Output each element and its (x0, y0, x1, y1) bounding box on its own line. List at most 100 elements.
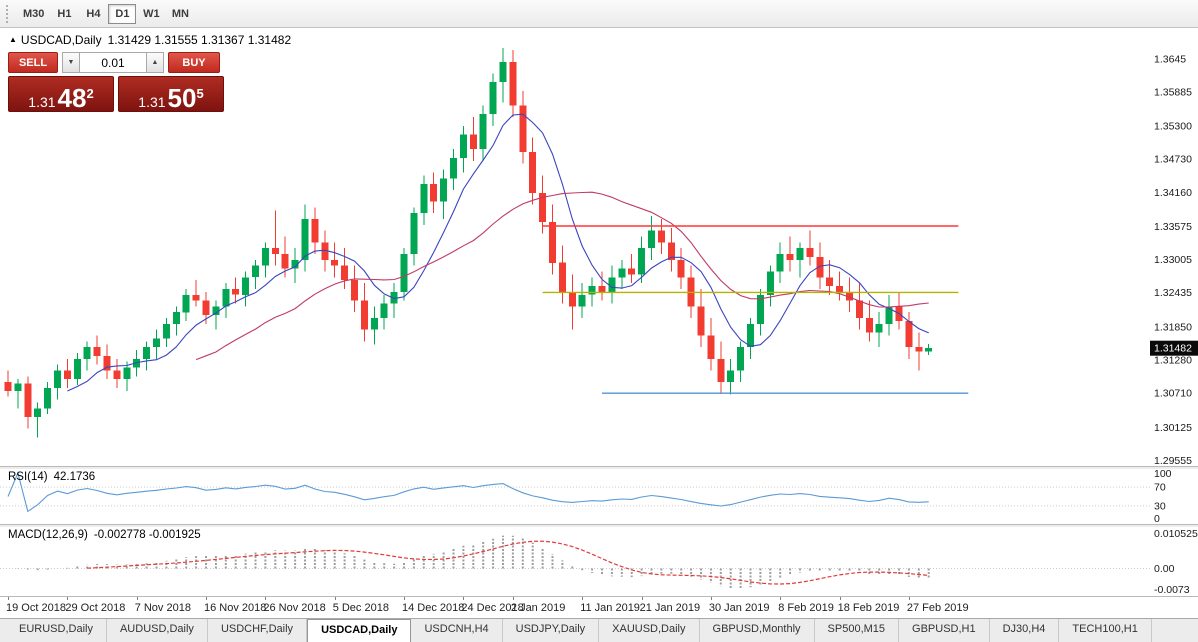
candle (568, 291, 576, 307)
date-label: 27 Feb 2019 (906, 602, 969, 614)
panel-splitter[interactable] (0, 524, 1198, 527)
bid-price-prefix: 1.31 (28, 94, 56, 110)
chart-tab-gbpusd-h1[interactable]: GBPUSD,H1 (899, 619, 990, 642)
chart-tab-eurusd-daily[interactable]: EURUSD,Daily (6, 619, 107, 642)
candle (63, 370, 71, 380)
candle (588, 286, 596, 295)
candle (796, 248, 804, 260)
volume-input[interactable] (80, 52, 146, 73)
candle (301, 219, 309, 260)
candle (756, 294, 764, 324)
date-label: 11 Jan 2019 (580, 602, 640, 614)
candle (222, 288, 230, 307)
candle (549, 222, 556, 263)
date-tick (839, 597, 841, 600)
candle (420, 184, 428, 214)
buy-button[interactable]: BUY (168, 52, 220, 73)
chart-ohlc-values: 1.31429 1.31555 1.31367 1.31482 (107, 33, 292, 47)
candle (727, 370, 735, 383)
panel-splitter[interactable] (0, 466, 1198, 469)
chart-tab-usdchf-daily[interactable]: USDCHF,Daily (208, 619, 308, 642)
volume-decrease-button[interactable]: ▼ (62, 52, 80, 73)
chart-tab-tech100-h1[interactable]: TECH100,H1 (1059, 619, 1152, 642)
ma-fast-line (67, 113, 929, 392)
candle (162, 323, 170, 339)
candle (4, 382, 12, 391)
svg-text:1.31482: 1.31482 (1154, 343, 1192, 355)
rsi-indicator-chart[interactable]: 100 70 300 (0, 469, 1198, 524)
date-tick (67, 597, 69, 600)
date-axis[interactable]: 19 Oct 2018 29 Oct 2018 7 Nov 2018 16 Nov 2… (0, 597, 1198, 618)
candle (123, 367, 131, 380)
candle (202, 300, 210, 316)
timeframe-button-h1[interactable]: H1 (50, 4, 78, 24)
macd-indicator-chart[interactable]: 0.010525 0.00 -0.0073 (0, 527, 1198, 596)
candle (618, 268, 626, 278)
candle (608, 277, 616, 292)
candle (311, 219, 319, 243)
chart-tab-gbpusd-monthly[interactable]: GBPUSD,Monthly (700, 619, 815, 642)
candle (232, 288, 240, 295)
candle (192, 294, 200, 301)
candle (737, 347, 745, 371)
timeframe-button-m30[interactable]: M30 (18, 4, 49, 24)
date-tick (404, 597, 405, 600)
candle (103, 355, 111, 371)
chart-tab-audusd-daily[interactable]: AUDUSD,Daily (107, 619, 208, 642)
candle (766, 271, 774, 295)
sell-button[interactable]: SELL (8, 52, 58, 73)
timeframe-toolbar: M30 H1 H4 D1 W1 MN (0, 0, 1198, 28)
candle (539, 192, 547, 222)
date-tick (512, 597, 514, 600)
candle (321, 242, 329, 260)
ask-price-tile[interactable]: 1.31505 (118, 76, 224, 113)
chart-tab-sp500-m15[interactable]: SP500,M15 (815, 619, 900, 642)
chart-tab-usdcnh-h4[interactable]: USDCNH,H4 (411, 619, 503, 642)
date-label: 24 Dec 2018 (461, 602, 524, 614)
rsi-indicator-value: 42.1736 (53, 471, 96, 483)
chart-symbol-label: USDCAD,Daily (20, 33, 102, 47)
date-label: 5 Dec 2018 (332, 602, 389, 614)
candle (430, 184, 438, 202)
candle (281, 254, 289, 269)
chart-tab-xauusd-daily[interactable]: XAUUSD,Daily (599, 619, 700, 642)
timeframe-button-mn[interactable]: MN (166, 4, 194, 24)
candle (697, 306, 705, 336)
chart-tab-usdjpy-daily[interactable]: USDJPY,Daily (503, 619, 600, 642)
timeframe-button-h4[interactable]: H4 (79, 4, 107, 24)
candle (153, 338, 160, 348)
date-label: 18 Feb 2019 (837, 602, 900, 614)
candle (558, 262, 566, 292)
price-axis-label: 1.30710 (1154, 388, 1192, 400)
candle (351, 280, 358, 301)
candle (341, 265, 349, 281)
candle (816, 256, 824, 278)
one-click-trading-panel: SELL ▼ ▲ BUY 1.31482 1.31505 (8, 52, 226, 113)
macd-axis-label: -0.0073 (1154, 584, 1190, 596)
candle (291, 259, 299, 269)
candle (212, 306, 220, 316)
rsi-indicator-header: RSI(14) 42.1736 (8, 471, 95, 483)
candle (628, 268, 636, 275)
candle (390, 291, 398, 304)
candle (331, 259, 339, 266)
date-label: 21 Jan 2019 (639, 602, 701, 614)
ask-price-pip: 5 (196, 86, 204, 101)
candle (34, 408, 42, 417)
rsi-axis-label: 0 (1154, 513, 1160, 524)
volume-increase-button[interactable]: ▲ (146, 52, 164, 73)
rsi-indicator-label: RSI(14) (8, 471, 48, 483)
bid-price-big: 48 (57, 83, 87, 113)
timeframe-button-d1[interactable]: D1 (108, 3, 137, 24)
date-label: 7 Nov 2018 (134, 602, 191, 614)
candle (519, 105, 527, 153)
chart-tab-usdcad-daily[interactable]: USDCAD,Daily (307, 619, 412, 642)
date-tick (641, 597, 643, 600)
chart-tab-dj30-h4[interactable]: DJ30,H4 (990, 619, 1060, 642)
candle (707, 335, 715, 359)
candle (469, 134, 477, 150)
date-tick (908, 597, 910, 600)
candle (459, 134, 467, 158)
bid-price-tile[interactable]: 1.31482 (8, 76, 114, 113)
timeframe-button-w1[interactable]: W1 (137, 4, 165, 24)
